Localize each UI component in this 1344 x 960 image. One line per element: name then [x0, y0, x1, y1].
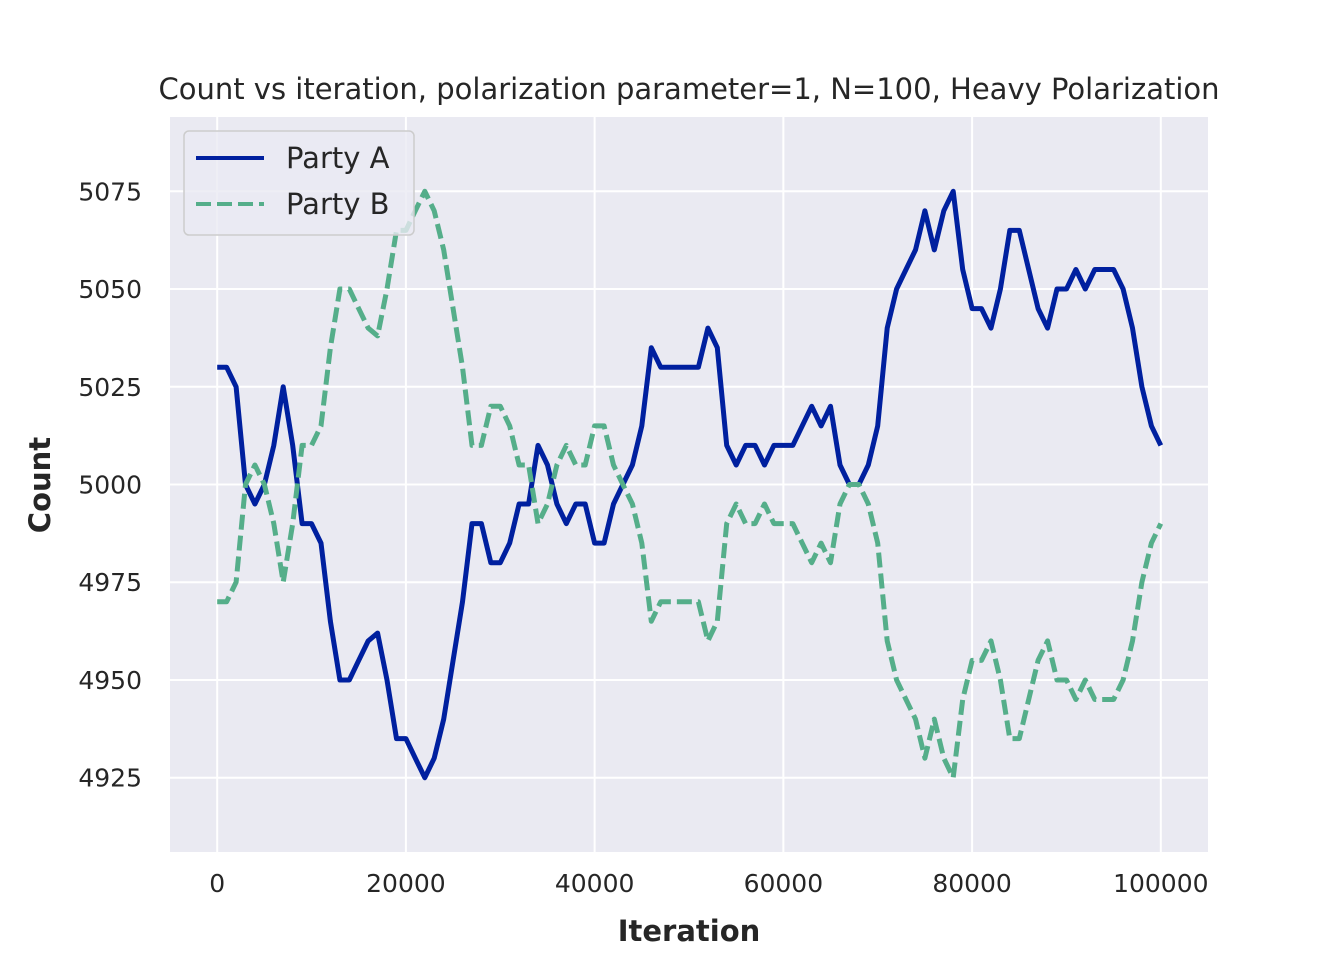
chart-title: Count vs iteration, polarization paramet… [158, 72, 1219, 106]
y-tick-label: 4975 [78, 568, 142, 597]
y-tick-label: 5050 [78, 275, 142, 304]
y-axis-label: Count [23, 437, 57, 533]
x-tick-label: 80000 [932, 869, 1012, 898]
legend-label-party-a: Party A [286, 141, 390, 175]
x-axis-label: Iteration [618, 914, 761, 948]
x-tick-label: 100000 [1113, 869, 1208, 898]
series-line-party-a [217, 188, 1164, 781]
x-tick-label: 20000 [366, 869, 446, 898]
y-tick-label: 5025 [78, 373, 142, 402]
y-tick-label: 5000 [78, 471, 142, 500]
series-lines [217, 188, 1164, 781]
x-tick-label: 60000 [744, 869, 824, 898]
series-line-party-b [217, 188, 1164, 781]
y-tick-label: 5075 [78, 177, 142, 206]
legend: Party A Party B [183, 130, 415, 236]
y-tick-label: 4925 [78, 764, 142, 793]
x-tick-labels: 0 20000 40000 60000 80000 100000 [209, 869, 1208, 898]
y-tick-label: 4950 [78, 666, 142, 695]
legend-label-party-b: Party B [286, 187, 390, 221]
y-tick-labels: 4925 4950 4975 5000 5025 5050 5075 [78, 177, 142, 792]
x-tick-label: 0 [209, 869, 225, 898]
x-tick-label: 40000 [555, 869, 635, 898]
